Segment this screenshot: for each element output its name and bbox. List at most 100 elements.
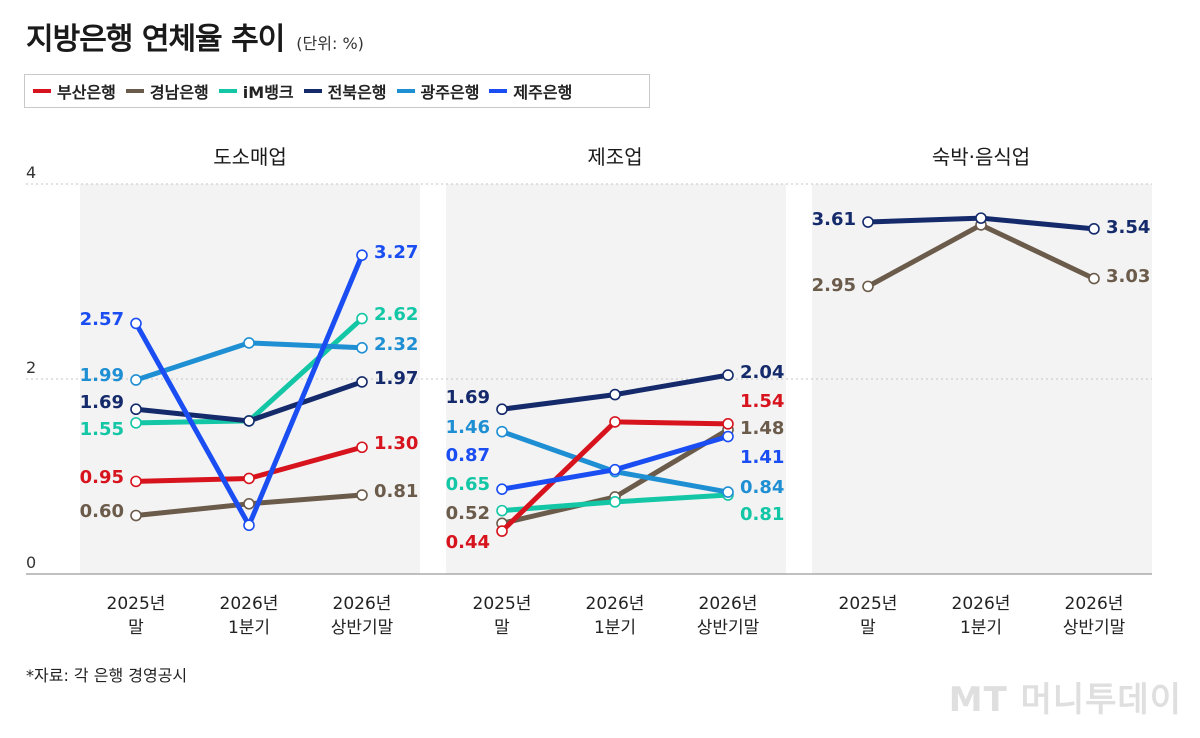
data-point (130, 317, 142, 330)
x-tick-label: 1분기 (228, 618, 270, 638)
x-tick-label: 2026년 (333, 594, 392, 614)
data-label: 0.44 (446, 532, 490, 553)
legend-swatch (125, 89, 144, 93)
data-label: 0.65 (446, 474, 490, 495)
legend-item: 부산은행 (33, 79, 116, 103)
data-label: 1.41 (740, 447, 784, 468)
legend-swatch (218, 89, 237, 93)
x-tick-label: 상반기말 (331, 618, 394, 638)
legend-label: iM뱅크 (242, 83, 294, 102)
data-label: 0.84 (740, 477, 784, 498)
x-tick-label: 1분기 (960, 618, 1002, 638)
data-point (609, 416, 621, 428)
data-point (356, 249, 368, 261)
y-tick-label: 0 (26, 553, 36, 572)
data-point (722, 369, 734, 381)
x-tick-label: 2026년 (220, 594, 279, 614)
data-label: 1.46 (446, 417, 490, 438)
data-point (722, 430, 734, 443)
data-point (130, 403, 142, 416)
legend: 부산은행 경남은행 iM뱅크 전북은행 광주은행 제주은행 (24, 74, 650, 108)
data-label: 1.97 (374, 368, 418, 389)
data-point (356, 341, 368, 354)
data-point (356, 312, 368, 325)
x-tick-label: 말 (860, 618, 876, 638)
y-tick-label: 2 (26, 358, 36, 377)
data-point (609, 496, 621, 508)
data-label: 0.52 (446, 503, 490, 524)
data-point (496, 483, 508, 495)
data-point (356, 376, 368, 388)
data-point (130, 475, 142, 488)
panel-title: 제조업 (587, 145, 642, 169)
data-label: 0.81 (740, 504, 784, 525)
data-point (243, 519, 255, 532)
data-point (722, 486, 734, 498)
legend-item: 전북은행 (303, 79, 387, 103)
legend-swatch (489, 89, 508, 93)
data-label: 1.30 (374, 433, 418, 454)
legend-label: 광주은행 (420, 83, 480, 102)
title-row: 지방은행 연체율 추이 (단위: %) (26, 14, 364, 58)
x-tick-label: 1분기 (594, 618, 636, 638)
x-tick-label: 상반기말 (697, 618, 760, 638)
data-label: 3.27 (374, 242, 418, 263)
data-label: 3.61 (812, 209, 856, 230)
source-note: *자료: 각 은행 경영공시 (26, 666, 188, 685)
data-point (1088, 223, 1100, 235)
x-tick-label: 2026년 (952, 594, 1011, 614)
data-point (609, 388, 621, 401)
data-label: 1.55 (80, 419, 124, 440)
data-point (496, 403, 508, 416)
data-label: 0.60 (80, 501, 124, 522)
data-label: 1.69 (446, 387, 490, 408)
data-label: 1.54 (740, 391, 784, 412)
data-label: 0.81 (374, 481, 418, 502)
data-point (243, 415, 255, 427)
chart-title: 지방은행 연체율 추이 (26, 22, 285, 57)
y-tick-label: 4 (26, 163, 36, 182)
data-point (356, 441, 368, 454)
panel-title: 도소매업 (213, 145, 287, 169)
data-label: 2.62 (374, 304, 418, 325)
data-point (496, 425, 508, 438)
legend-label: 전북은행 (327, 83, 387, 102)
legend-label: 제주은행 (513, 83, 573, 102)
x-tick-label: 말 (494, 618, 510, 638)
panel-title: 숙박·음식업 (932, 145, 1030, 169)
data-label: 2.95 (812, 275, 856, 296)
data-point (1088, 272, 1100, 285)
data-point (862, 216, 874, 228)
data-label: 2.57 (80, 309, 124, 330)
legend-label: 경남은행 (149, 83, 209, 102)
data-point (243, 337, 255, 349)
x-tick-label: 2026년 (699, 594, 758, 614)
data-point (496, 504, 508, 517)
watermark-logo: MT 머니투데이 (948, 680, 1182, 720)
legend-swatch (33, 89, 51, 93)
x-tick-label: 2025년 (107, 594, 166, 614)
data-label: 1.69 (80, 392, 124, 413)
data-label: 3.03 (1106, 266, 1150, 287)
data-point (975, 212, 987, 224)
data-point (243, 497, 255, 510)
data-point (243, 472, 255, 485)
data-point (862, 280, 874, 293)
data-point (609, 463, 621, 476)
x-tick-label: 2026년 (1065, 594, 1124, 614)
data-label: 3.54 (1106, 217, 1150, 238)
x-tick-label: 말 (128, 618, 144, 638)
data-point (722, 418, 734, 430)
legend-swatch (396, 89, 415, 93)
data-point (356, 489, 368, 501)
x-tick-label: 상반기말 (1063, 618, 1126, 638)
legend-item: iM뱅크 (218, 79, 294, 103)
x-tick-label: 2026년 (586, 594, 645, 614)
data-label: 2.04 (740, 362, 784, 383)
data-point (130, 374, 142, 386)
data-label: 1.48 (740, 418, 784, 439)
legend-item: 광주은행 (396, 79, 480, 103)
legend-item: 제주은행 (489, 79, 572, 103)
data-point (130, 417, 142, 429)
